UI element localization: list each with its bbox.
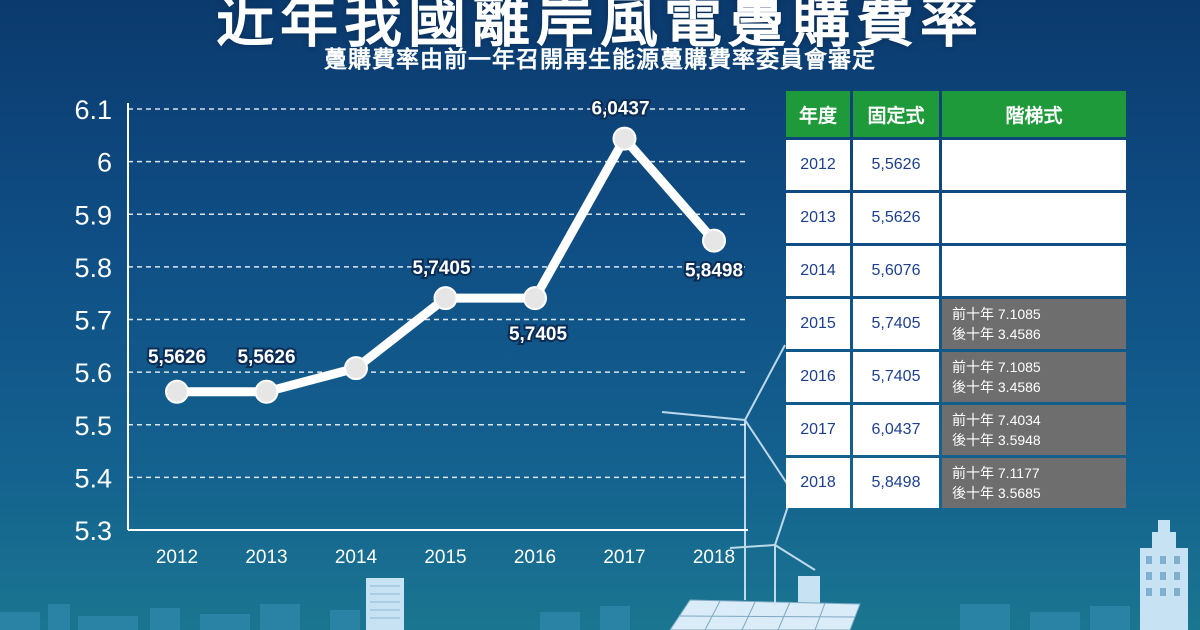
cell-fixed: 5,5626 xyxy=(853,140,939,190)
cell-year: 2018 xyxy=(786,458,850,508)
y-tick-label: 5.6 xyxy=(74,358,112,388)
tariff-table: 年度 固定式 階梯式 2012 5,5626 2013 5,5626 2014 5,607… xyxy=(783,88,1129,511)
header-fixed: 固定式 xyxy=(853,91,939,137)
data-point xyxy=(702,228,726,253)
cell-year: 2012 xyxy=(786,140,850,190)
x-tick-labels: 2012 2013 2014 2015 2016 2017 2018 xyxy=(156,547,735,568)
x-tick-label: 2018 xyxy=(693,547,735,568)
cell-tiered: 前十年 7.4034 後十年 3.5948 xyxy=(942,405,1126,455)
y-tick-label: 5.7 xyxy=(74,306,112,336)
page-title: 近年我國離岸風電躉購費率 xyxy=(215,0,984,54)
table-row: 2014 5,6076 xyxy=(786,246,1126,296)
y-tick-label: 5.9 xyxy=(74,200,112,230)
cell-year: 2014 xyxy=(786,246,850,296)
x-tick-label: 2014 xyxy=(335,547,378,568)
tier-first-ten-years: 前十年 7.1085 xyxy=(952,306,1041,322)
data-label: 6,0437 xyxy=(591,99,649,120)
data-label: 5,8498 xyxy=(685,261,743,282)
cell-tiered xyxy=(942,193,1126,243)
tier-first-ten-years: 前十年 7.1177 xyxy=(952,465,1040,481)
x-tick-label: 2017 xyxy=(603,547,645,568)
x-tick-label: 2016 xyxy=(514,547,556,568)
cell-tiered: 前十年 7.1085 後十年 3.4586 xyxy=(942,352,1126,402)
tier-first-ten-years: 前十年 7.4034 xyxy=(952,412,1041,428)
y-tick-label: 5.4 xyxy=(74,463,112,493)
data-point xyxy=(523,286,547,311)
y-tick-labels: 5.3 5.4 5.5 5.6 5.7 5.8 5.9 6 6.1 xyxy=(74,95,112,546)
table-row: 2012 5,5626 xyxy=(786,140,1126,190)
data-point xyxy=(165,379,189,404)
cell-year: 2013 xyxy=(786,193,850,243)
cell-tiered xyxy=(942,140,1126,190)
cell-year: 2017 xyxy=(786,405,850,455)
cell-fixed: 5,7405 xyxy=(853,352,939,402)
data-point xyxy=(254,379,279,404)
tier-last-ten-years: 後十年 3.4586 xyxy=(952,379,1041,395)
y-tick-label: 6 xyxy=(97,148,112,178)
cell-fixed: 5,5626 xyxy=(853,193,939,243)
cell-fixed: 6,0437 xyxy=(853,405,939,455)
axes xyxy=(127,103,748,531)
cell-tiered: 前十年 7.1177 後十年 3.5685 xyxy=(942,458,1126,508)
cell-year: 2016 xyxy=(786,352,850,402)
cell-tiered: 前十年 7.1085 後十年 3.4586 xyxy=(942,299,1126,349)
data-point xyxy=(612,126,637,151)
table-row: 2017 6,0437 前十年 7.4034 後十年 3.5948 xyxy=(786,405,1126,455)
cell-year: 2015 xyxy=(786,299,850,349)
y-tick-label: 5.8 xyxy=(74,253,112,283)
table-row: 2013 5,5626 xyxy=(786,193,1126,243)
header-tiered: 階梯式 xyxy=(942,91,1126,137)
y-tick-label: 5.3 xyxy=(74,516,112,546)
cell-fixed: 5,8498 xyxy=(853,458,939,508)
tier-last-ten-years: 後十年 3.4586 xyxy=(952,326,1041,342)
x-tick-label: 2015 xyxy=(424,547,466,568)
x-tick-label: 2013 xyxy=(245,547,287,568)
data-labels: 5,5626 5,5626 5,7405 5,7405 6,0437 5,8498 xyxy=(146,97,745,370)
data-point xyxy=(433,286,458,311)
table-header-row: 年度 固定式 階梯式 xyxy=(786,91,1126,137)
header-year: 年度 xyxy=(786,91,850,137)
table-body: 2012 5,5626 2013 5,5626 2014 5,6076 2015 5,7405… xyxy=(786,140,1126,508)
x-tick-label: 2012 xyxy=(156,547,198,568)
cell-fixed: 5,7405 xyxy=(853,299,939,349)
data-label: 5,7405 xyxy=(412,258,471,279)
tier-last-ten-years: 後十年 3.5685 xyxy=(952,485,1041,501)
tier-first-ten-years: 前十年 7.1085 xyxy=(952,359,1041,375)
cell-fixed: 5,6076 xyxy=(853,246,939,296)
tier-last-ten-years: 後十年 3.5948 xyxy=(952,432,1041,448)
cell-tiered xyxy=(942,246,1126,296)
page-subtitle: 躉購費率由前一年召開再生能源躉購費率委員會審定 xyxy=(324,46,876,72)
data-point xyxy=(344,356,368,381)
data-points xyxy=(165,126,726,404)
table-row: 2016 5,7405 前十年 7.1085 後十年 3.4586 xyxy=(786,352,1126,402)
y-tick-label: 6.1 xyxy=(74,95,112,125)
table-row: 2015 5,7405 前十年 7.1085 後十年 3.4586 xyxy=(786,299,1126,349)
table-row: 2018 5,8498 前十年 7.1177 後十年 3.5685 xyxy=(786,458,1126,508)
y-tick-label: 5.5 xyxy=(74,411,112,441)
data-label: 5,5626 xyxy=(148,347,206,368)
data-label: 5,5626 xyxy=(237,347,295,368)
data-label: 5,7405 xyxy=(509,324,568,345)
